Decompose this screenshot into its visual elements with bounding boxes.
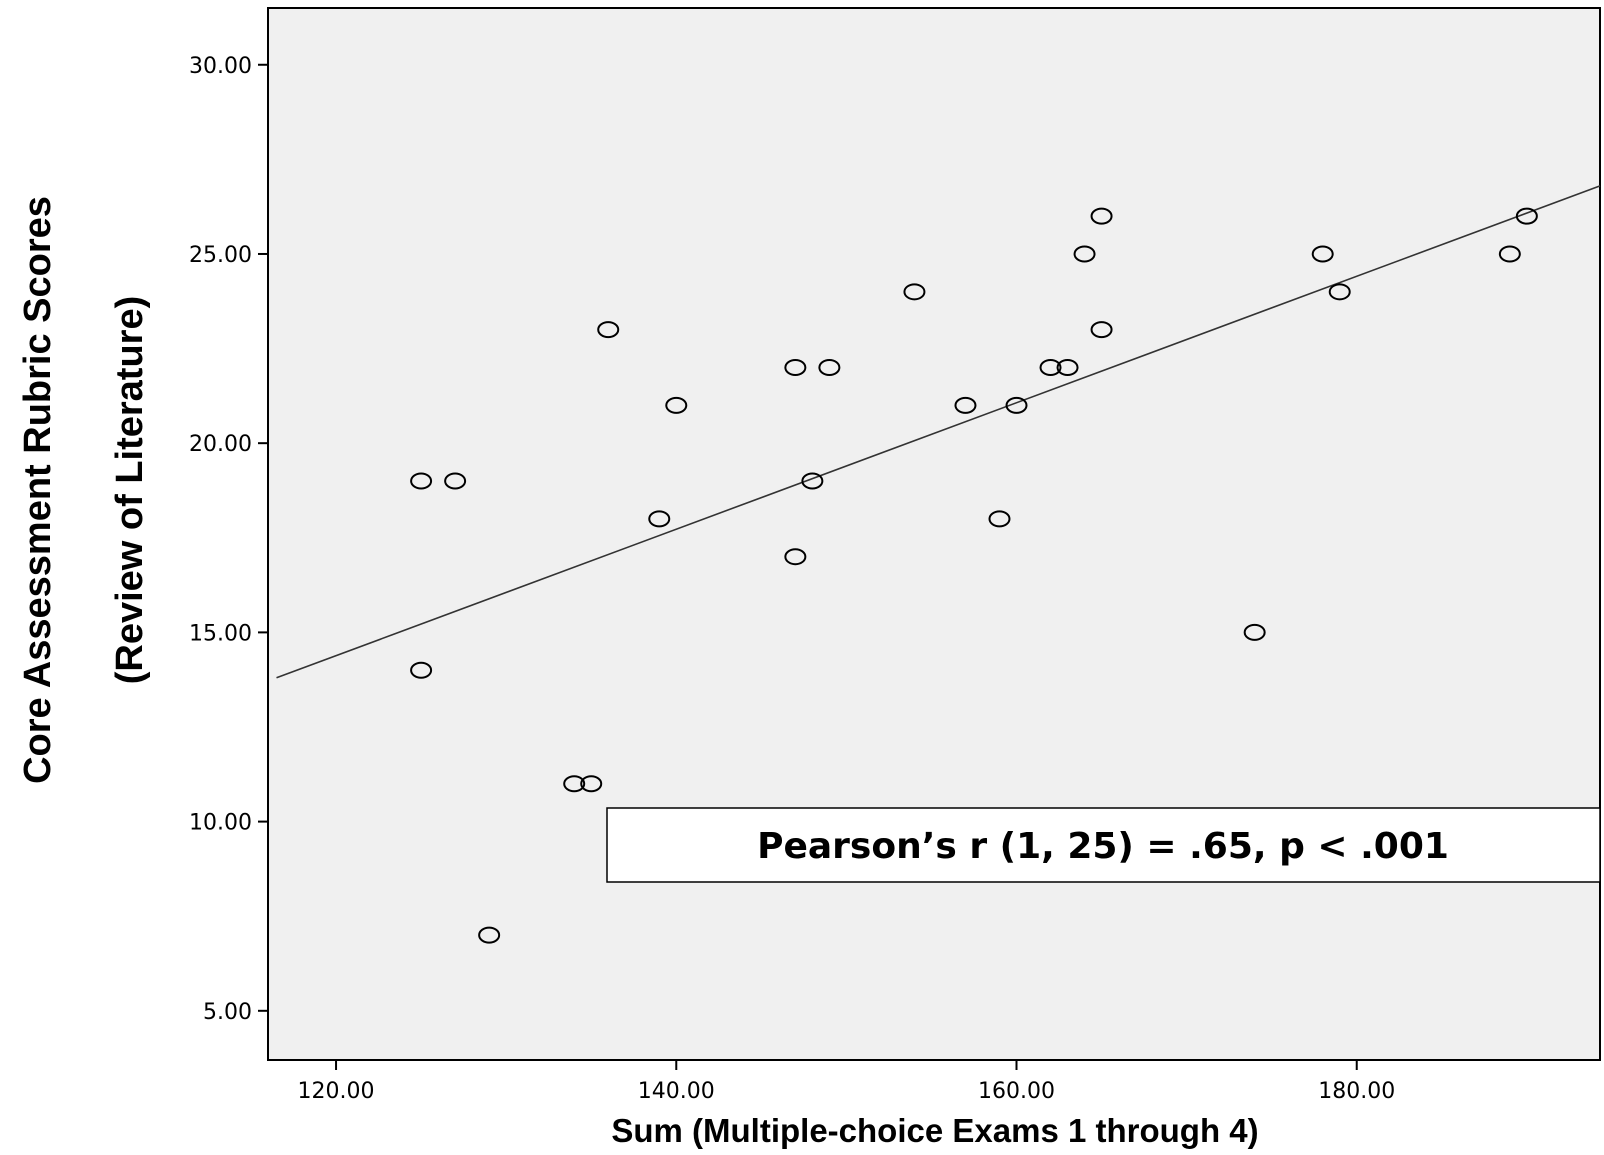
data-point: [1005, 396, 1028, 414]
x-tick-label: 180.00: [1318, 1079, 1395, 1104]
data-point: [784, 548, 807, 566]
data-point: [903, 283, 926, 301]
x-tick-label: 160.00: [978, 1079, 1055, 1104]
data-point: [410, 472, 433, 490]
y-tick-label: 10.00: [189, 811, 252, 836]
x-axis-title: Sum (Multiple-choice Exams 1 through 4): [611, 1112, 1258, 1149]
plot-area: [267, 7, 1601, 1061]
data-point: [1073, 245, 1096, 263]
data-point: [1090, 321, 1113, 339]
data-point: [1039, 358, 1062, 376]
data-point: [1243, 623, 1266, 641]
data-point: [444, 472, 467, 490]
data-point: [988, 510, 1011, 528]
data-point: [954, 396, 977, 414]
data-point: [597, 321, 620, 339]
y-tick-label: 5.00: [203, 1000, 252, 1025]
x-tick-label: 120.00: [298, 1079, 375, 1104]
y-axis: 5.00 10.00 15.00 20.00 25.00 30.00: [189, 54, 268, 1025]
data-point: [648, 510, 671, 528]
data-point: [1515, 207, 1538, 225]
data-point: [818, 358, 841, 376]
y-axis-title-line-1: Core Assessment Rubric Scores: [17, 196, 59, 784]
plot-content: [276, 185, 1601, 944]
y-axis-title-line-2: (Review of Literature): [109, 296, 151, 685]
data-point: [563, 775, 586, 793]
data-point: [1090, 207, 1113, 225]
data-point: [665, 396, 688, 414]
data-point: [1311, 245, 1334, 263]
x-tick-label: 140.00: [638, 1079, 715, 1104]
data-point: [580, 775, 603, 793]
data-point: [410, 661, 433, 679]
fit-line: [276, 185, 1601, 679]
y-tick-label: 15.00: [189, 621, 252, 646]
y-tick-label: 20.00: [189, 432, 252, 457]
y-tick-label: 30.00: [189, 54, 252, 79]
data-point: [801, 472, 824, 490]
y-tick-label: 25.00: [189, 243, 252, 268]
annotation-box: Pearson’s r (1, 25) = .65, p < .001: [606, 807, 1601, 883]
data-point: [478, 926, 501, 944]
x-axis: 120.00 140.00 160.00 180.00: [298, 1060, 1395, 1104]
data-point: [784, 358, 807, 376]
annotation-frame: [606, 807, 1601, 883]
data-point: [1498, 245, 1521, 263]
annotation-text: Pearson’s r (1, 25) = .65, p < .001: [757, 826, 1449, 867]
data-point: [1056, 358, 1079, 376]
data-point: [1328, 283, 1351, 301]
